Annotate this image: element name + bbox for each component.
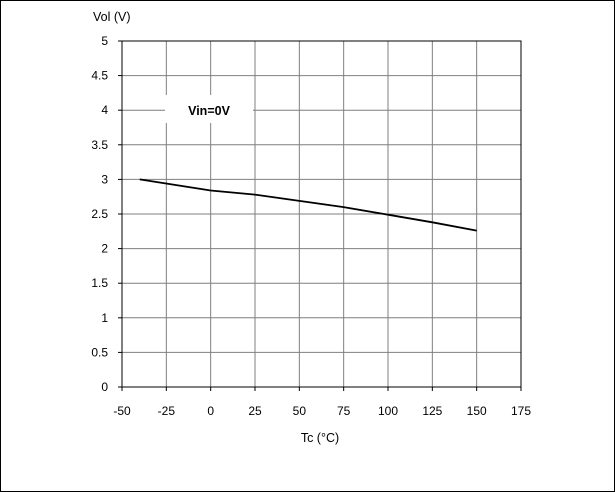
annotation-vin: Vin=0V xyxy=(188,104,230,118)
x-axis-title: Tc (°C) xyxy=(301,431,339,445)
y-tick-label: 0 xyxy=(101,380,108,394)
x-tick-label: 100 xyxy=(378,404,398,418)
axes xyxy=(118,40,522,391)
x-tick-label: 0 xyxy=(207,404,214,418)
y-tick-label: 3 xyxy=(101,172,108,186)
x-tick-label: 175 xyxy=(511,404,531,418)
y-tick-label: 4.5 xyxy=(91,69,108,83)
tick-labels: -50 -25 0 25 50 75 100 125 150 175 0 0.5 1 1.5 2 2.5 3 3.… xyxy=(91,34,531,418)
y-tick-label: 4 xyxy=(101,103,108,117)
x-tick-label: 125 xyxy=(422,404,442,418)
x-tick-label: 50 xyxy=(293,404,307,418)
y-tick-label: 5 xyxy=(101,34,108,48)
x-tick-label: -25 xyxy=(158,404,176,418)
grid xyxy=(121,40,522,388)
y-tick-label: 0.5 xyxy=(91,345,108,359)
x-tick-label: -50 xyxy=(113,404,131,418)
y-tick-label: 1 xyxy=(101,311,108,325)
x-tick-label: 150 xyxy=(467,404,487,418)
series-line-vol xyxy=(139,178,477,232)
y-tick-label: 1.5 xyxy=(91,276,108,290)
x-tick-label: 75 xyxy=(337,404,351,418)
y-tick-label: 2.5 xyxy=(91,207,108,221)
y-axis-title: Vol (V) xyxy=(93,10,131,24)
annotation-box xyxy=(165,95,253,123)
x-tick-label: 25 xyxy=(248,404,262,418)
series xyxy=(139,178,477,232)
y-tick-label: 2 xyxy=(101,242,108,256)
y-tick-label: 3.5 xyxy=(91,138,108,152)
